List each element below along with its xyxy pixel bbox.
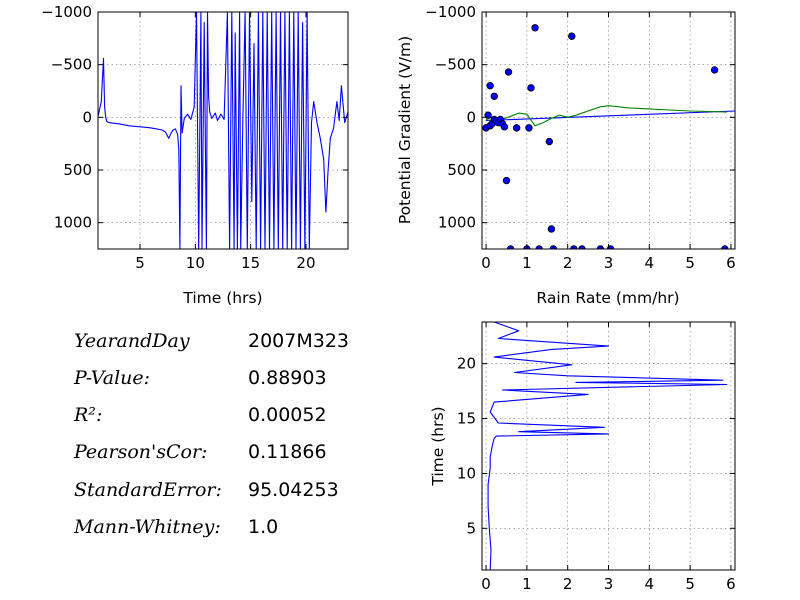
stat-label-pearson: Pearson'sCor:	[73, 441, 207, 463]
x-tick-label: 0	[481, 575, 491, 593]
x-tick-label: 6	[726, 254, 736, 272]
pg-time-frame	[97, 11, 349, 250]
scatter-point	[531, 24, 539, 32]
x-tick-label: 1	[522, 575, 532, 593]
pg-time-xlabel: Time (hrs)	[182, 289, 262, 307]
pg-rain-ylabel: Potential Gradient (V/m)	[396, 36, 414, 224]
y-tick-label: 15	[457, 410, 476, 428]
pg-rain-xlabel: Rain Rate (mm/hr)	[536, 289, 679, 307]
stat-label-year-day: YearandDay	[74, 330, 190, 352]
pg-rain-grid	[482, 11, 735, 249]
y-tick-label: 1000	[54, 214, 92, 232]
x-tick-label: 3	[604, 254, 614, 272]
time-rain-ticks: 0 1 2 3 4 5 6 5 10 15 20	[457, 322, 736, 593]
scatter-point	[545, 137, 554, 146]
x-tick-label: 3	[604, 575, 614, 593]
x-tick-label: 5	[685, 254, 695, 272]
y-tick-label: 500	[63, 161, 92, 179]
scatter-point	[504, 68, 513, 76]
x-tick-label: 6	[726, 575, 736, 593]
y-tick-label: 5	[466, 519, 476, 537]
x-tick-label: 4	[645, 254, 655, 272]
scatter-point	[502, 176, 511, 185]
pg-time-ticks: 5 10 15 20 −1000 −500 0 500 1000	[41, 3, 348, 272]
scatter-point	[547, 225, 556, 233]
pg-rain-chart: 0 1 2 3 4 5 6 −1000 −500 0 500 1000 Rain Rate (mm/h…	[396, 3, 736, 307]
x-tick-label: 20	[296, 254, 315, 272]
y-tick-label: 0	[466, 108, 476, 126]
scatter-point	[525, 124, 533, 132]
stat-label-standard-error: StandardError:	[74, 479, 222, 501]
scatter-point	[486, 82, 494, 90]
y-tick-label: −500	[435, 56, 476, 74]
y-tick-label: 500	[447, 161, 476, 179]
x-tick-label: 4	[645, 575, 655, 593]
x-tick-label: 15	[241, 254, 260, 272]
y-tick-label: −1000	[41, 3, 92, 21]
stat-value-year-day: 2007M323	[248, 330, 349, 352]
stat-label-mann-whitney: Mann-Whitney:	[73, 516, 221, 538]
x-tick-label: 5	[135, 254, 145, 272]
scatter-point	[490, 92, 498, 100]
pg-time-plot-area	[98, 12, 348, 249]
pg-time-grid	[98, 11, 348, 249]
x-tick-label: 1	[522, 254, 532, 272]
stat-value-p-value: 0.88903	[248, 367, 327, 389]
y-tick-label: 0	[82, 108, 92, 126]
pg-rain-plot-area	[482, 24, 735, 249]
y-tick-label: −500	[51, 56, 92, 74]
scatter-point	[568, 32, 576, 40]
stat-label-r-squared: R²:	[73, 404, 102, 426]
scatter-point	[710, 66, 719, 74]
time-rain-chart: 0 1 2 3 4 5 6 5 10 15 20 Time (hrs)	[429, 321, 736, 593]
time-rain-plot-area	[487, 322, 728, 570]
x-tick-label: 2	[563, 575, 573, 593]
x-tick-label: 0	[481, 254, 491, 272]
pg-rain-ticks: 0 1 2 3 4 5 6 −1000 −500 0 500 1000	[425, 3, 735, 272]
x-tick-label: 5	[685, 575, 695, 593]
stat-value-r-squared: 0.00052	[248, 404, 327, 426]
pg-time-chart: 5 10 15 20 −1000 −500 0 500 1000 Time (hrs)	[41, 3, 349, 307]
y-tick-label: −1000	[425, 3, 476, 21]
y-tick-label: 20	[457, 355, 476, 373]
scatter-point	[500, 123, 509, 131]
regression-line	[486, 110, 735, 122]
y-tick-label: 1000	[438, 214, 476, 232]
series-line	[487, 322, 728, 570]
smoothed-fit-line	[485, 105, 727, 127]
y-tick-label: 10	[457, 464, 476, 482]
x-tick-label: 10	[186, 254, 205, 272]
statistics-panel: YearandDay 2007M323 P-Value: 0.88903 R²:…	[73, 330, 349, 538]
scatter-point	[512, 124, 521, 132]
stat-value-mann-whitney: 1.0	[248, 516, 278, 538]
scatter-point	[527, 84, 535, 92]
x-tick-label: 2	[563, 254, 573, 272]
series-line	[98, 12, 348, 249]
stat-label-p-value: P-Value:	[73, 367, 150, 389]
stat-value-standard-error: 95.04253	[248, 479, 339, 501]
time-rain-ylabel: Time (hrs)	[429, 406, 447, 486]
stat-value-pearson: 0.11866	[248, 441, 327, 463]
